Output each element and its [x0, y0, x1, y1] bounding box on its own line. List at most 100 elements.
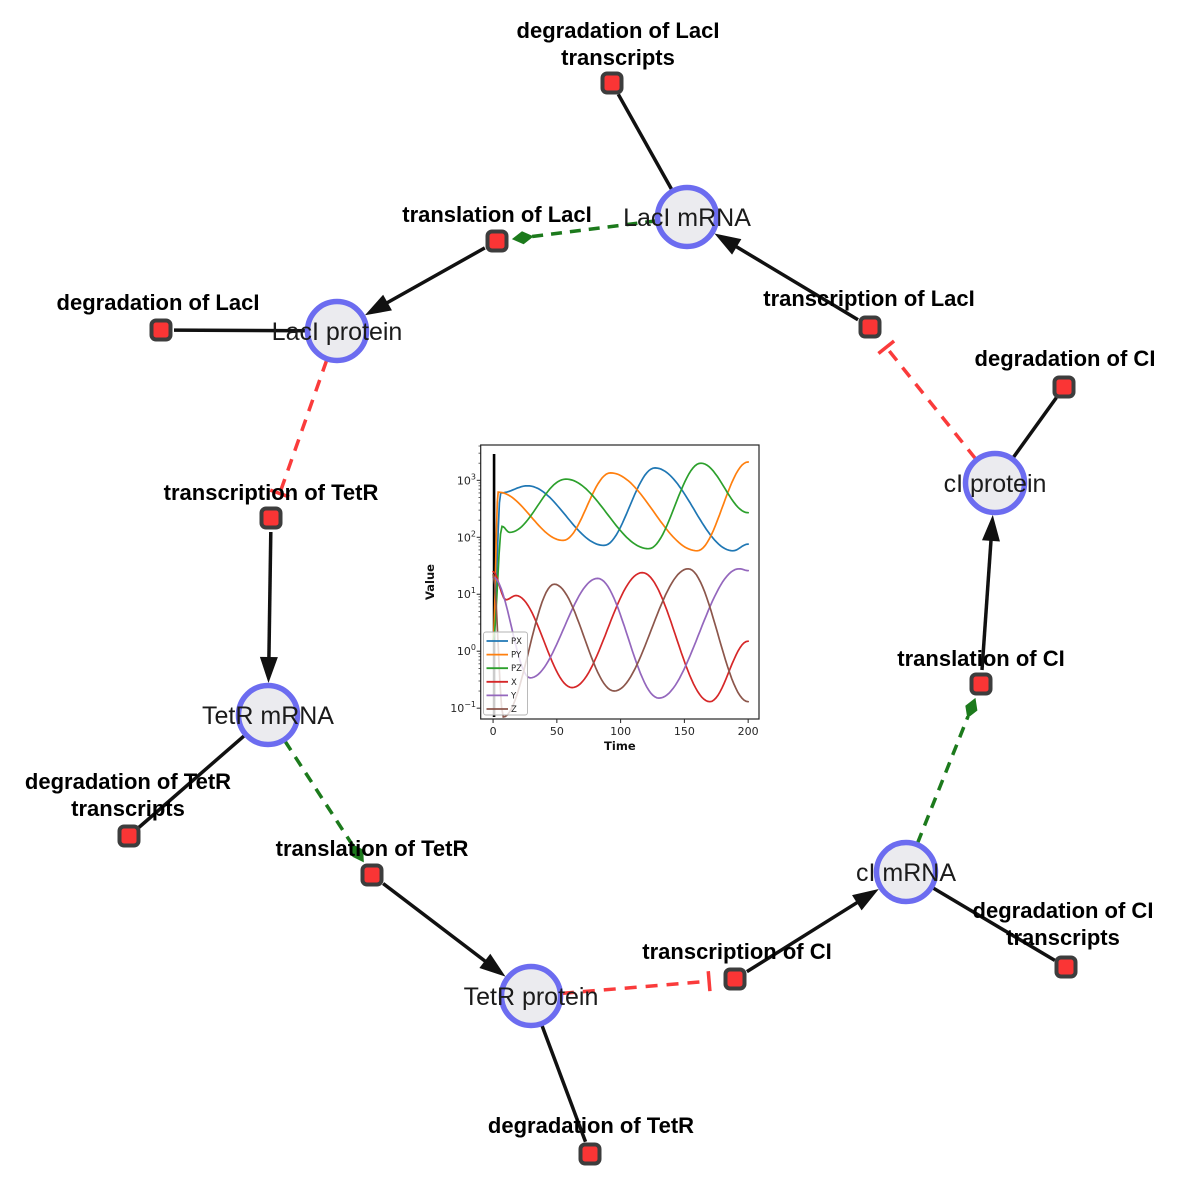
species-node-ci-mrna [873, 839, 939, 905]
reaction-label-deg-tetr-transcripts-line0: degradation of TetR [25, 769, 231, 794]
reaction-label-deg-tetr-line0: degradation of TetR [488, 1113, 694, 1138]
x-tick-label: 100 [610, 725, 631, 738]
arrowhead-icon [364, 294, 392, 316]
x-tick-label: 0 [490, 725, 497, 738]
reaction-node-transcription-laci [858, 315, 882, 339]
edge-production-transcription-tetr-tetr-mrna [267, 531, 273, 660]
arrowhead-icon [714, 233, 742, 255]
reaction-label-deg-laci-line0: degradation of LacI [57, 290, 260, 315]
arrowhead-icon [479, 953, 506, 977]
x-tick-label: 50 [550, 725, 564, 738]
edge-layer [137, 93, 1058, 1143]
reaction-label-transcription-laci-line0: transcription of LacI [763, 286, 974, 311]
modifier-arrowhead-icon [351, 843, 364, 863]
reaction-label-transcription-ci-line0: transcription of CI [642, 939, 831, 964]
reaction-label-deg-ci-transcripts-line0: degradation of CI [973, 898, 1154, 923]
legend-label-PY: PY [511, 651, 522, 661]
modifier-arrowhead-icon [965, 697, 978, 719]
edge-production-translation-laci-laci-protein [384, 246, 486, 306]
reaction-node-translation-laci [485, 229, 509, 253]
reaction-label-deg-tetr-transcripts-line1: transcripts [71, 796, 185, 821]
reaction-node-deg-laci [149, 318, 173, 342]
species-label-ci-protein: cI protein [944, 470, 1047, 498]
edge-consumption-laci-protein-deg-laci [173, 328, 307, 333]
species-node-tetr-mrna [235, 682, 301, 748]
species-label-laci-protein: LacI protein [272, 318, 403, 346]
species-node-laci-mrna [654, 184, 720, 250]
reaction-label-translation-ci-line0: translation of CI [897, 646, 1064, 671]
legend-label-Z: Z [511, 705, 517, 715]
edge-production-transcription-laci-laci-mrna [734, 244, 859, 322]
edge-production-translation-ci-ci-protein [980, 538, 993, 671]
reaction-node-deg-laci-transcripts [600, 71, 624, 95]
y-tick-label: 10−1 [450, 700, 476, 715]
series-curve-PY [492, 461, 750, 643]
inhibition-tee-icon [706, 971, 712, 992]
edge-inhibition-ci-protein-transcription-laci [884, 346, 977, 460]
reaction-node-transcription-ci [723, 967, 747, 991]
y-tick-label: 101 [457, 586, 476, 601]
edge-production-translation-tetr-tetr-protein [382, 882, 488, 964]
reaction-node-deg-ci-transcripts [1054, 955, 1078, 979]
legend-label-Y: Y [510, 691, 517, 701]
series-curve-X [492, 570, 750, 703]
reaction-node-translation-tetr [360, 863, 384, 887]
species-node-laci-protein [304, 298, 370, 364]
species-node-ci-protein [962, 450, 1028, 516]
reaction-label-deg-laci-transcripts-line0: degradation of LacI [517, 18, 720, 43]
series-curve-Y [492, 567, 750, 699]
legend-label-X: X [511, 678, 517, 688]
x-tick-label: 150 [674, 725, 695, 738]
reaction-node-translation-ci [969, 672, 993, 696]
inhibition-tee-icon [269, 488, 290, 499]
species-label-tetr-mrna: TetR mRNA [202, 702, 334, 730]
reaction-label-deg-ci-transcripts-line1: transcripts [1006, 925, 1120, 950]
modifier-arrowhead-icon [511, 231, 534, 245]
series-curve-PX [492, 467, 750, 643]
edge-modifier-tetr-mrna-translation-tetr [283, 740, 355, 847]
reaction-node-deg-ci [1052, 375, 1076, 399]
reaction-label-translation-tetr-line0: translation of TetR [276, 836, 469, 861]
reaction-label-deg-laci-transcripts-line1: transcripts [561, 45, 675, 70]
arrowhead-icon [852, 888, 879, 911]
edge-inhibition-tetr-protein-transcription-ci [561, 979, 710, 996]
edge-consumption-tetr-mrna-deg-tetr-transcripts [137, 734, 246, 829]
edge-consumption-tetr-protein-deg-tetr [540, 1024, 588, 1143]
legend-label-PX: PX [511, 637, 522, 647]
y-tick-label: 103 [457, 472, 476, 487]
edge-inhibition-laci-protein-transcription-tetr [278, 359, 329, 495]
species-label-laci-mrna: LacI mRNA [623, 204, 751, 232]
edge-modifier-laci-mrna-translation-laci [531, 219, 657, 239]
x-tick-label: 200 [738, 725, 759, 738]
y-tick-label: 102 [457, 529, 476, 544]
arrowhead-icon [981, 514, 1000, 542]
reaction-label-deg-ci-line0: degradation of CI [975, 346, 1156, 371]
edge-consumption-laci-mrna-deg-laci-transcripts [616, 93, 674, 191]
y-tick-label: 100 [457, 643, 476, 658]
arrowhead-icon [259, 656, 278, 684]
legend-label-PZ: PZ [511, 664, 522, 674]
chart-legend-box [483, 631, 528, 716]
x-axis-title: Time [604, 739, 636, 753]
inhibition-tee-icon [877, 339, 896, 355]
edge-modifier-ci-mrna-translation-ci [915, 715, 970, 844]
reaction-node-deg-tetr-transcripts [117, 824, 141, 848]
inset-chart: 103 102 101 100 10−1 0 50 100 150 200 Time Value PX P… [423, 444, 760, 753]
y-axis-title: Value [423, 564, 437, 600]
edge-consumption-ci-protein-deg-ci [1011, 396, 1058, 459]
species-node-layer: LacI mRNA LacI protein TetR mRNA TetR prote… [202, 184, 1047, 1029]
series-curve-PZ [492, 462, 750, 643]
series-curve-Z [492, 567, 750, 719]
species-label-ci-mrna: cI mRNA [856, 859, 956, 887]
reaction-label-transcription-tetr-line0: transcription of TetR [164, 480, 379, 505]
reaction-node-deg-tetr [578, 1142, 602, 1166]
reaction-node-layer: degradation of LacItranscriptstranslatio… [25, 18, 1156, 1166]
species-node-tetr-protein [498, 963, 564, 1029]
species-label-tetr-protein: TetR protein [464, 983, 599, 1011]
reaction-node-transcription-tetr [259, 506, 283, 530]
reaction-label-translation-laci-line0: translation of LacI [402, 202, 591, 227]
edge-consumption-ci-mrna-deg-ci-transcripts [931, 886, 1056, 962]
edge-production-transcription-ci-ci-mrna [745, 900, 860, 974]
